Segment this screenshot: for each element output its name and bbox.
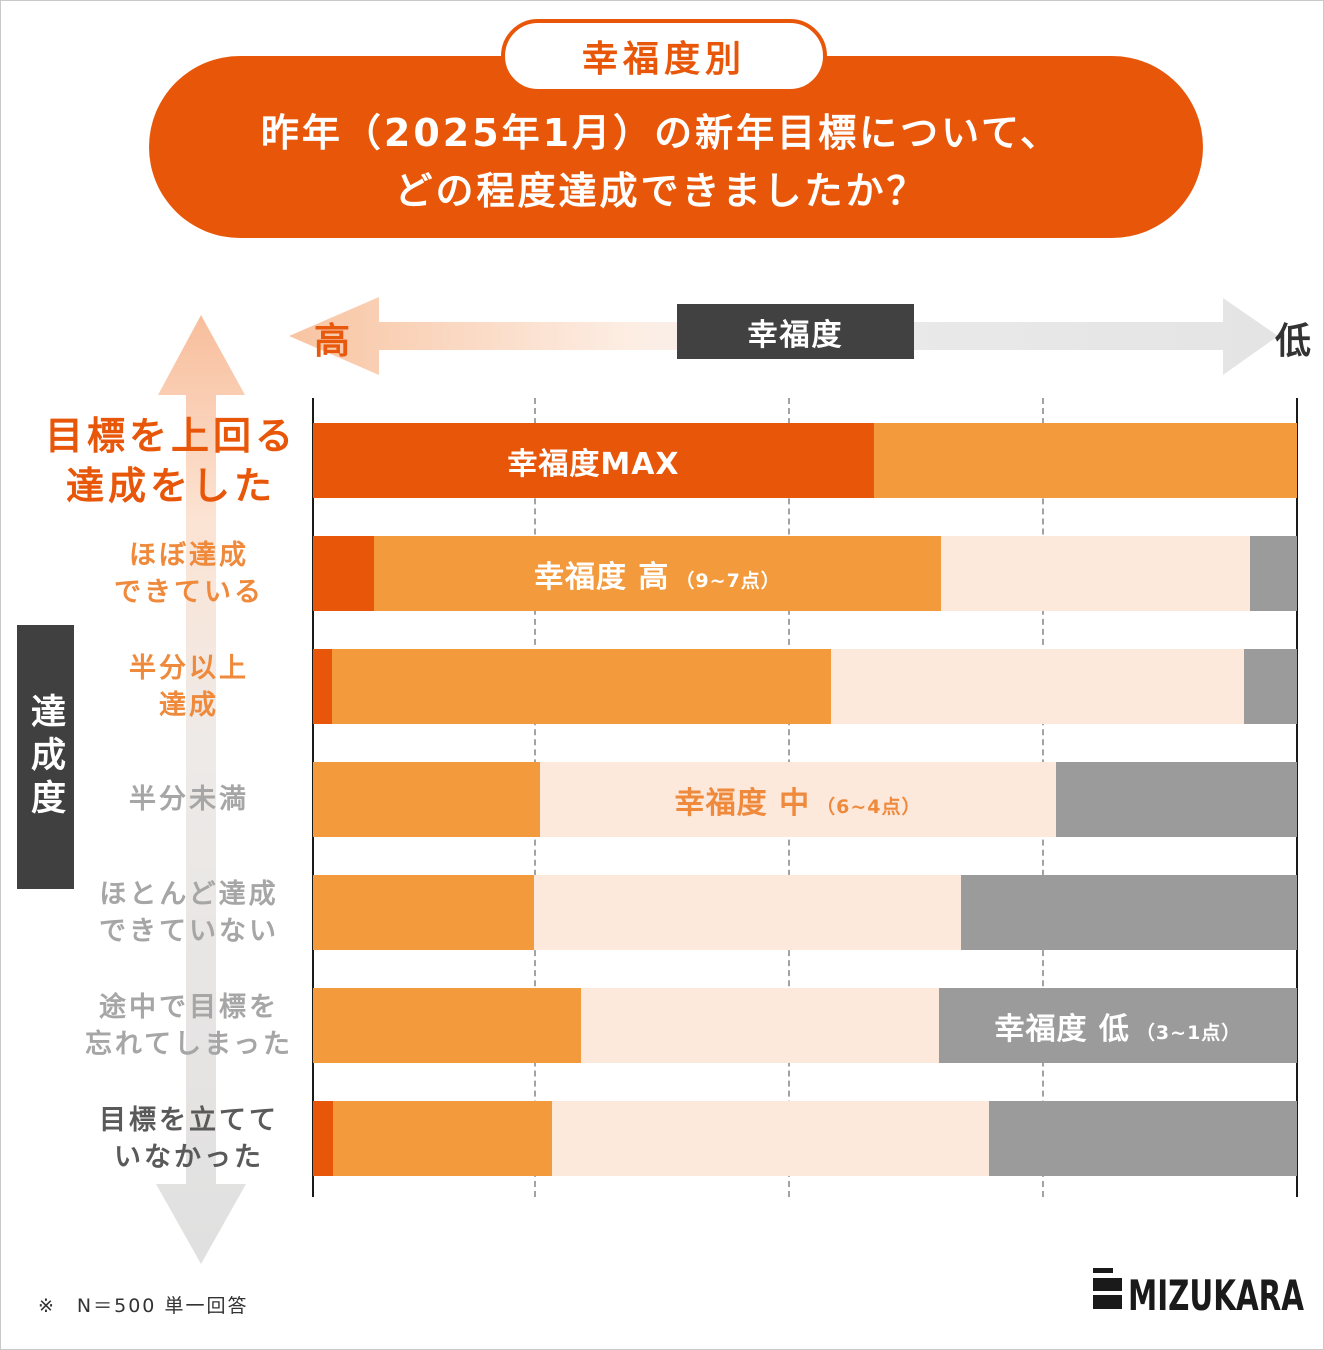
bar-segment-high <box>873 423 1297 498</box>
bar-segment-medium <box>534 875 962 950</box>
achievement-axis-title: 達成度 <box>17 625 74 889</box>
bar-row <box>313 649 1297 724</box>
series-name: 幸福度 高 <box>533 559 670 595</box>
axis-line-right <box>1296 398 1298 1197</box>
series-name: 幸福度 低 <box>994 1011 1130 1047</box>
sample-note: ※ N＝500 単一回答 <box>38 1295 249 1317</box>
category-label: 半分未満 <box>129 784 249 815</box>
bar-row: 幸福度 低（3~1点） <box>313 988 1297 1063</box>
bar-segment-low: 幸福度 低（3~1点） <box>938 988 1297 1063</box>
bar-row: 幸福度 中（6~4点） <box>313 762 1297 837</box>
bar-segment-high <box>332 1101 553 1176</box>
achievement-axis-title-text: 達成度 <box>25 692 65 822</box>
series-label-medium: 幸福度 中（6~4点） <box>675 778 922 822</box>
question-title: 昨年（2025年1月）の新年目標について、 どの程度達成できましたか？ <box>260 111 1062 213</box>
brand-logo-text: MIZUKARA <box>1128 1271 1304 1317</box>
achievement-direction-arrow <box>156 315 246 1264</box>
bar-row <box>313 1101 1297 1176</box>
category-label: ほとんど達成 できていない <box>99 878 279 947</box>
bar-segment-high <box>331 649 831 724</box>
series-name: 幸福度MAX <box>507 446 680 482</box>
bar-segment-low <box>1249 536 1297 611</box>
bar-segment-max: 幸福度MAX <box>313 423 874 498</box>
bar-segment-medium: 幸福度 中（6~4点） <box>540 762 1056 837</box>
series-score-range: （9~7点） <box>675 569 781 592</box>
bar-segment-low <box>989 1101 1297 1176</box>
bar-segment-high <box>313 988 581 1063</box>
series-score-range: （6~4点） <box>816 795 922 818</box>
bar-segment-low <box>961 875 1297 950</box>
category-label: 目標を上回る 達成をした <box>44 413 297 508</box>
happiness-low-label: 低 <box>1274 321 1311 362</box>
category-label: 半分以上 達成 <box>129 652 249 721</box>
bar-segment-max <box>313 1101 333 1176</box>
series-name: 幸福度 中 <box>674 785 811 821</box>
happiness-high-label: 高 <box>313 321 350 362</box>
category-label: ほぼ達成 できている <box>114 539 264 608</box>
bar-row: 幸福度 高（9~7点） <box>313 536 1297 611</box>
brand-logo: MIZUKARA <box>1093 1268 1304 1317</box>
bar-row <box>313 875 1297 950</box>
category-label: 途中で目標を 忘れてしまった <box>84 991 294 1060</box>
bar-segment-max <box>313 649 332 724</box>
bar-segment-medium <box>580 988 939 1063</box>
bar-segment-medium <box>830 649 1244 724</box>
breakdown-badge: 幸福度別 <box>501 19 827 93</box>
bar-segment-low <box>1055 762 1297 837</box>
series-label-high: 幸福度 高（9~7点） <box>534 552 781 596</box>
series-label-low: 幸福度 低（3~1点） <box>994 1004 1241 1048</box>
bar-rows: 幸福度MAX 幸福度 高（9~7点） 幸福度 中（6~4点） 幸福度 低（3~1点） <box>313 398 1297 1197</box>
bar-row: 幸福度MAX <box>313 423 1297 498</box>
bar-segment-medium <box>940 536 1250 611</box>
happiness-axis-title: 幸福度 <box>677 304 914 359</box>
bar-segment-high <box>313 875 535 950</box>
stacked-bar-chart: 幸福度MAX 幸福度 高（9~7点） 幸福度 中（6~4点） 幸福度 低（3~1点） <box>312 398 1298 1197</box>
series-score-range: （3~1点） <box>1135 1021 1242 1044</box>
series-label-max: 幸福度MAX <box>507 439 679 483</box>
bar-segment-low <box>1243 649 1297 724</box>
mizukara-logo-icon <box>1093 1268 1122 1309</box>
bar-segment-high: 幸福度 高（9~7点） <box>374 536 941 611</box>
bar-segment-max <box>313 536 374 611</box>
bar-segment-high <box>313 762 541 837</box>
category-label: 目標を立てて いなかった <box>99 1104 279 1173</box>
bar-segment-medium <box>552 1101 989 1176</box>
